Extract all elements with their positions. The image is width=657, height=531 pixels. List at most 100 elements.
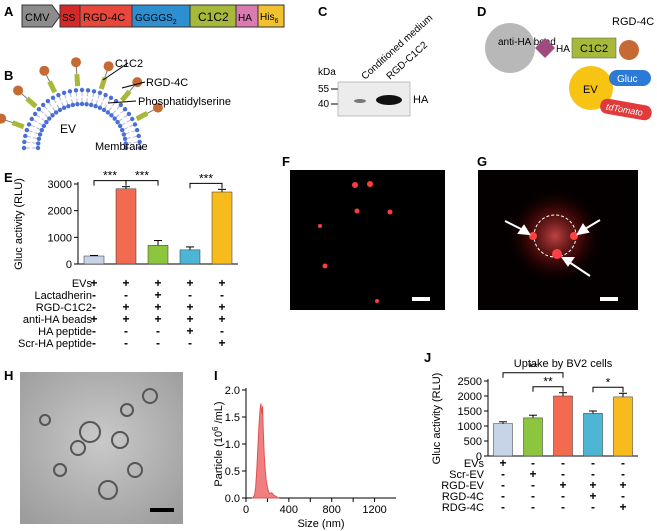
y-tick-label: 500 (464, 436, 482, 448)
vesicle (127, 462, 143, 478)
linker-label-main: GGGGS (135, 13, 173, 24)
lipid-head (50, 95, 56, 100)
lipid-head (66, 103, 71, 109)
significance-bracket (189, 182, 223, 189)
scale-bar-h (150, 508, 174, 512)
y-axis-label-sup: 6 (211, 426, 220, 431)
condition-mark: + (186, 276, 193, 290)
condition-mark: + (589, 489, 596, 503)
condition-mark: - (92, 300, 96, 314)
lipid-head (122, 106, 128, 112)
y-axis-label: Gluc activity (RLU) (13, 178, 25, 270)
condition-mark: - (501, 467, 505, 481)
ev-spot (570, 232, 578, 240)
panel-letter-a: A (4, 4, 14, 19)
rgd-sphere (39, 65, 50, 76)
gluc-capsule (609, 70, 651, 86)
condition-label: EVs (464, 458, 485, 470)
lipid-head (108, 95, 114, 100)
c1c2-pointer (102, 62, 129, 81)
condition-label: HA peptide (38, 326, 92, 338)
lipid-head (112, 116, 117, 121)
bar (493, 423, 513, 457)
condition-mark: - (156, 324, 160, 338)
condition-mark: - (124, 288, 128, 302)
lipid-head (22, 139, 27, 145)
ev-spot (529, 232, 537, 240)
blot-band-label: HA (413, 94, 429, 106)
condition-label: Scr-EV (449, 469, 485, 481)
lipid-head (118, 102, 124, 108)
rgd-sphere (103, 61, 114, 72)
chart-j: 0 500 1000 1500 2000 2500 Gluc activity (RLU) *… (431, 358, 638, 514)
ps-callout: Phosphatidylserine (138, 96, 231, 108)
lipid-head (32, 111, 38, 117)
marker-40: 40 (318, 99, 330, 110)
significance-label: *** (103, 169, 117, 183)
bar (179, 249, 201, 265)
condition-mark: + (218, 276, 225, 290)
lipid-head (101, 107, 107, 113)
y-tick-label: 0 (66, 259, 72, 271)
chart-i: 0.0 0.5 1.0 1.5 2.0 0 400 800 1200 Size (nm) Parti… (211, 385, 396, 530)
condition-mark: - (220, 288, 224, 302)
y-axis-label: Particle (106 /mL) (211, 401, 225, 486)
ha-tag-label: HA (238, 13, 252, 24)
lipid-head (123, 141, 128, 146)
lipid-head (79, 87, 85, 93)
panel-letter-g: G (477, 154, 487, 169)
tdtomato-capsule (600, 98, 652, 121)
dot (375, 299, 379, 303)
condition-mark: - (561, 467, 565, 481)
condition-mark: - (124, 336, 128, 350)
significance-bracket (532, 386, 564, 392)
ev-schematic-label: EV (583, 84, 598, 96)
lipid-head (36, 141, 41, 146)
dot (387, 209, 393, 215)
lipid-head (88, 102, 94, 108)
y-tick-label: 0 (476, 451, 482, 463)
condition-mark: - (531, 456, 535, 470)
lipid-head (37, 132, 43, 137)
ps-pointer (107, 100, 137, 104)
arrows-g (504, 219, 601, 277)
condition-label: RGD-C1C2 (36, 302, 92, 314)
panel-letter-d: D (477, 4, 486, 19)
rgd-sphere (13, 85, 24, 96)
condition-mark: + (218, 312, 225, 326)
lipid-head (84, 102, 89, 107)
condition-mark: - (591, 456, 595, 470)
c1c2-schematic-label: C1C2 (580, 43, 608, 55)
lipid-head (97, 105, 103, 111)
scale-bar-g (600, 297, 618, 301)
bar (613, 396, 633, 457)
condition-mark: + (619, 500, 626, 514)
rgd-sphere (619, 40, 639, 60)
lipid-head (79, 101, 85, 107)
significance-label: ** (528, 361, 538, 375)
lipid-head (85, 88, 91, 93)
condition-mark: + (186, 324, 193, 338)
condition-mark: - (156, 336, 160, 350)
lipid-head (136, 133, 141, 139)
lipid-head (44, 119, 49, 125)
condition-label: RGD-4C (442, 491, 484, 503)
c1c2-stalk (47, 80, 58, 94)
lipid-head (41, 123, 47, 129)
rgd-sphere (132, 77, 143, 88)
tem-vesicles (39, 388, 158, 500)
condition-mark: - (561, 456, 565, 470)
condition-mark: - (591, 467, 595, 481)
y-tick-label: 1000 (48, 232, 72, 244)
lipid-head (137, 145, 143, 151)
condition-mark: + (499, 456, 506, 470)
dot (367, 181, 373, 187)
lipid-head (130, 116, 135, 122)
ev-sphere (569, 66, 613, 110)
lipid-head (132, 122, 138, 127)
significance-label: *** (199, 171, 213, 185)
c1c2-schematic (571, 37, 617, 59)
condition-mark: - (531, 500, 535, 514)
blot-membrane (337, 81, 411, 117)
